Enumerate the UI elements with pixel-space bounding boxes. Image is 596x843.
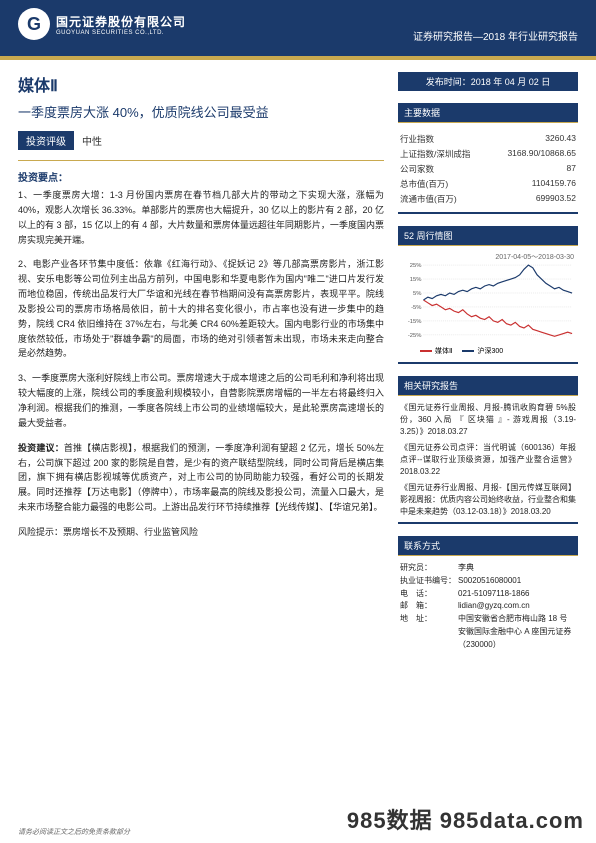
company-name-en: GUOYUAN SECURITIES CO.,LTD. xyxy=(56,30,186,36)
paragraph-1: 1、一季度票房大增：1-3 月份国内票房在春节档几部大片的带动之下实现大涨，涨幅… xyxy=(18,188,384,247)
keydata-head: 主要数据 xyxy=(398,103,578,122)
keydata-row: 流通市值(百万)699903.52 xyxy=(400,191,576,206)
report-header: G 国元证券股份有限公司 GUOYUAN SECURITIES CO.,LTD.… xyxy=(0,0,596,56)
paragraph-2: 2、电影产业各环节集中度低：依靠《红海行动》、《捉妖记 2》等几部高票房影片，浙… xyxy=(18,257,384,361)
company-name-cn: 国元证券股份有限公司 xyxy=(56,13,186,30)
price-chart: 2017-04-05～2018-03-30 25% 15% 5% -5% -15% -25… xyxy=(398,250,578,360)
svg-text:-5%: -5% xyxy=(411,305,421,311)
contact-tel-v: 021-51097118-1866 xyxy=(458,588,529,601)
contact-license-k: 执业证书编号： xyxy=(400,575,458,588)
investment-points-head: 投资要点： xyxy=(18,169,384,184)
logo-icon: G xyxy=(18,8,50,40)
chart-svg: 25% 15% 5% -5% -15% -25% xyxy=(400,254,576,344)
related-report-item: 《国元证券行业周报、月报-腾讯收购育碧 5%股份，360 入局 『 区块猫 』-… xyxy=(398,400,578,440)
contact-head: 联系方式 xyxy=(398,536,578,555)
reports-list: 《国元证券行业周报、月报-腾讯收购育碧 5%股份，360 入局 『 区块猫 』-… xyxy=(398,400,578,520)
keydata-row: 总市值(百万)1104159.76 xyxy=(400,176,576,191)
chart-head: 52 周行情图 xyxy=(398,226,578,245)
rating-label: 投资评级 xyxy=(18,131,74,150)
related-report-item: 《国元证券公司点评：当代明诚（600136）年报点评--谋取行业顶级资源，加强产… xyxy=(398,440,578,480)
legend-item: 媒体Ⅱ xyxy=(420,346,452,356)
reports-head: 相关研究报告 xyxy=(398,376,578,395)
rating-value: 中性 xyxy=(82,133,102,148)
contact-addr-k: 地 址： xyxy=(400,613,458,651)
svg-text:5%: 5% xyxy=(413,291,421,297)
logo: G 国元证券股份有限公司 GUOYUAN SECURITIES CO.,LTD. xyxy=(18,8,186,40)
legend-item: 沪深300 xyxy=(462,346,503,356)
report-type-label: 证券研究报告—2018 年行业研究报告 xyxy=(413,28,578,43)
keydata-row: 公司家数87 xyxy=(400,161,576,176)
chart-date-range: 2017-04-05～2018-03-30 xyxy=(495,252,574,262)
contact-email-k: 邮 箱： xyxy=(400,600,458,613)
main-column: 媒体Ⅱ 一季度票房大涨 40%，优质院线公司最受益 投资评级 中性 投资要点： … xyxy=(18,72,398,666)
watermark: 985数据 985data.com xyxy=(347,803,584,835)
svg-text:-15%: -15% xyxy=(408,319,422,325)
report-title: 媒体Ⅱ xyxy=(18,72,384,96)
contact-email-v: lidian@gyzq.com.cn xyxy=(458,600,530,613)
svg-text:15%: 15% xyxy=(410,277,422,283)
contact-researcher-v: 李典 xyxy=(458,562,474,575)
advice-head: 投资建议： xyxy=(18,443,64,453)
contact-license-v: S0020516080001 xyxy=(458,575,521,588)
paragraph-3: 3、一季度票房大涨利好院线上市公司。票房增速大于成本增速之后的公司毛利和净利将出… xyxy=(18,371,384,430)
chart-legend: 媒体Ⅱ 沪深300 xyxy=(400,346,576,356)
keydata-row: 上证指数/深圳成指3168.90/10868.65 xyxy=(400,146,576,161)
contact-tel-k: 电 话： xyxy=(400,588,458,601)
footer-disclaimer: 请务必阅读正文之后的免责条款部分 xyxy=(18,827,130,837)
related-report-item: 《国元证券行业周报、月报-【国元传媒互联网】影视周报：优质内容公司始终收益，行业… xyxy=(398,480,578,520)
svg-text:-25%: -25% xyxy=(408,333,422,339)
svg-text:25%: 25% xyxy=(410,263,422,269)
section-divider xyxy=(18,160,384,161)
paragraph-advice: 投资建议：首推【横店影视】，根据我们的预测，一季度净利润有望超 2 亿元，增长 … xyxy=(18,441,384,515)
contact-addr-v: 中国安徽省合肥市梅山路 18 号 安徽国际金融中心 A 座国元证券（230000… xyxy=(458,613,576,651)
publish-date: 发布时间：2018 年 04 月 02 日 xyxy=(398,72,578,91)
contact-info: 研究员：李典 执业证书编号：S0020516080001 电 话：021-510… xyxy=(398,560,578,654)
keydata-table: 行业指数3260.43上证指数/深圳成指3168.90/10868.65公司家数… xyxy=(398,127,578,210)
advice-body: 首推【横店影视】，根据我们的预测，一季度净利润有望超 2 亿元，增长 50%左右… xyxy=(18,443,384,512)
sidebar: 发布时间：2018 年 04 月 02 日 主要数据 行业指数3260.43上证… xyxy=(398,72,578,666)
keydata-row: 行业指数3260.43 xyxy=(400,131,576,146)
report-subtitle: 一季度票房大涨 40%，优质院线公司最受益 xyxy=(18,102,384,121)
risk-note: 风险提示：票房增长不及预期、行业监管风险 xyxy=(18,525,384,538)
contact-researcher-k: 研究员： xyxy=(400,562,458,575)
